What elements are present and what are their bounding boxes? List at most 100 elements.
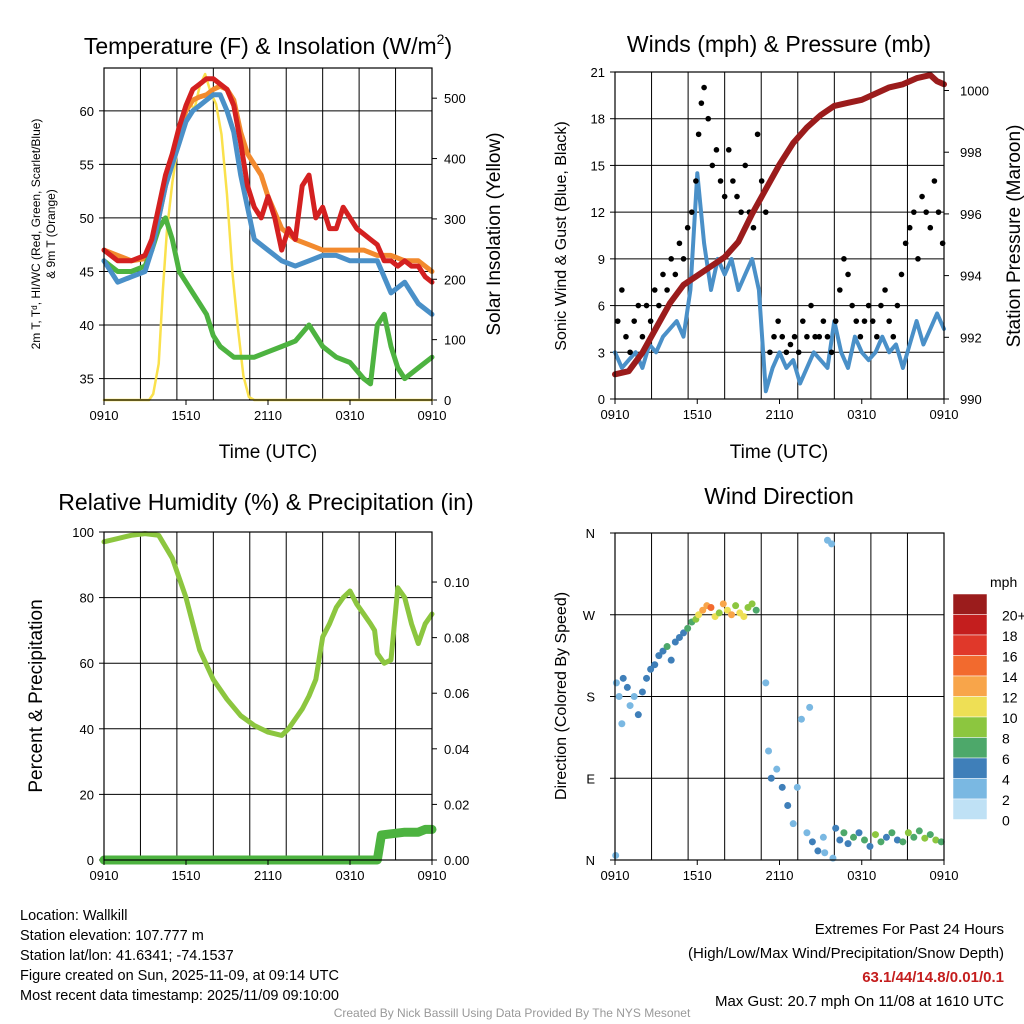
direction-point: [789, 820, 797, 828]
x-tick-label: 1510: [172, 408, 201, 423]
y-tick-label: 50: [80, 211, 94, 226]
direction-point: [619, 674, 627, 682]
gust-point: [874, 333, 880, 340]
gust-point: [660, 271, 666, 278]
direction-point: [814, 847, 822, 855]
direction-point: [663, 643, 671, 651]
gust-point: [869, 318, 876, 324]
direction-point: [829, 854, 837, 862]
direction-point: [840, 829, 848, 837]
series-dew-point: [101, 215, 435, 387]
x-tick-label: 1510: [683, 407, 712, 422]
gust-point: [721, 193, 728, 200]
y2-tick-label: 994: [960, 269, 982, 284]
legend-swatch: [952, 655, 988, 677]
x-tick-label: 0910: [601, 868, 630, 883]
legend-swatch: [952, 757, 988, 779]
legend-swatch: [952, 778, 988, 800]
direction-point: [821, 849, 829, 857]
direction-point: [647, 665, 655, 673]
legend-label: 10: [1002, 710, 1018, 726]
y-tick-label: W: [583, 608, 596, 623]
y-tick-label: 15: [591, 158, 605, 173]
direction-point: [828, 540, 836, 548]
legend-swatch: [952, 634, 988, 656]
direction-point: [695, 611, 703, 619]
gust-point: [878, 302, 884, 309]
x-tick-label: 0910: [930, 868, 959, 883]
gust-point: [853, 318, 860, 324]
gust-point: [911, 209, 917, 215]
x-tick-label: 0910: [930, 407, 959, 422]
x-tick-label: 0310: [847, 407, 876, 422]
direction-point: [630, 693, 638, 700]
x-tick-label: 1510: [683, 868, 712, 883]
y2-tick-label: 300: [444, 212, 466, 227]
legend-swatch: [952, 696, 988, 718]
gust-point: [832, 318, 839, 324]
gust-point: [701, 84, 707, 91]
direction-point: [675, 633, 683, 641]
x-tick-label: 0310: [336, 408, 365, 423]
gust-point: [795, 349, 802, 356]
y-axis-label: Percent & Precipitation: [26, 599, 47, 792]
y-tick-label: 100: [72, 525, 94, 540]
gust-point: [841, 256, 847, 262]
direction-point: [910, 833, 918, 841]
direction-point: [752, 606, 760, 614]
direction-point: [904, 829, 912, 837]
legend-label: 6: [1002, 751, 1010, 767]
direction-point: [719, 600, 727, 608]
extremes-values: 63.1/44/14.8/0.01/0.1: [862, 969, 1004, 986]
direction-point: [765, 747, 773, 755]
chart-title-sup: 2: [437, 31, 445, 47]
chart-title: Wind Direction: [704, 483, 854, 509]
gust-point: [779, 333, 786, 340]
series-relative-humidity: [101, 531, 435, 738]
y-tick-label: N: [586, 526, 595, 541]
legend-swatch: [952, 675, 988, 697]
direction-point: [893, 836, 901, 844]
gust-point: [705, 115, 712, 122]
direction-point: [732, 602, 740, 610]
gust-point: [647, 318, 654, 324]
direction-point: [882, 833, 890, 841]
temperature-chart: 35 40 45 50 55 60 0 100 200 300 400 500 0910 1510 2110…: [29, 31, 505, 463]
legend-label: 16: [1002, 648, 1018, 664]
y-tick-label: 40: [80, 318, 94, 333]
y-tick-label: 60: [80, 656, 94, 671]
y-tick-label: 60: [80, 104, 94, 119]
direction-point: [932, 836, 940, 844]
direction-point: [707, 603, 715, 611]
y2-tick-label: 998: [960, 145, 982, 160]
y2-tick-label: 996: [960, 207, 982, 222]
gust-point: [742, 162, 749, 169]
plot-border: [614, 71, 945, 400]
direction-point: [715, 609, 723, 617]
x-tick-label: 0910: [90, 408, 119, 423]
direction-point: [803, 829, 811, 837]
legend-swatch: [952, 614, 988, 636]
direction-point: [850, 833, 858, 841]
direction-point: [866, 842, 874, 850]
direction-point: [740, 613, 748, 621]
gust-point: [775, 318, 781, 324]
y-tick-label: 80: [80, 591, 94, 606]
gust-point: [656, 302, 662, 309]
gust-point: [664, 287, 670, 293]
gust-point: [750, 224, 757, 231]
gust-point: [931, 178, 938, 184]
direction-point: [793, 783, 801, 791]
direction-point: [671, 638, 679, 646]
y2-tick-label: 0.00: [444, 853, 469, 868]
plot-border: [103, 531, 433, 861]
gust-point: [865, 302, 872, 309]
gust-point: [919, 193, 925, 200]
direction-point: [699, 606, 707, 614]
gust-point: [902, 240, 909, 247]
chart-title: Winds (mph) & Pressure (mb): [627, 31, 931, 57]
extremes-subtitle: (High/Low/Max Wind/Precipitation/Snow De…: [688, 945, 1004, 962]
gust-point: [816, 333, 823, 340]
legend-label: 2: [1002, 792, 1010, 808]
